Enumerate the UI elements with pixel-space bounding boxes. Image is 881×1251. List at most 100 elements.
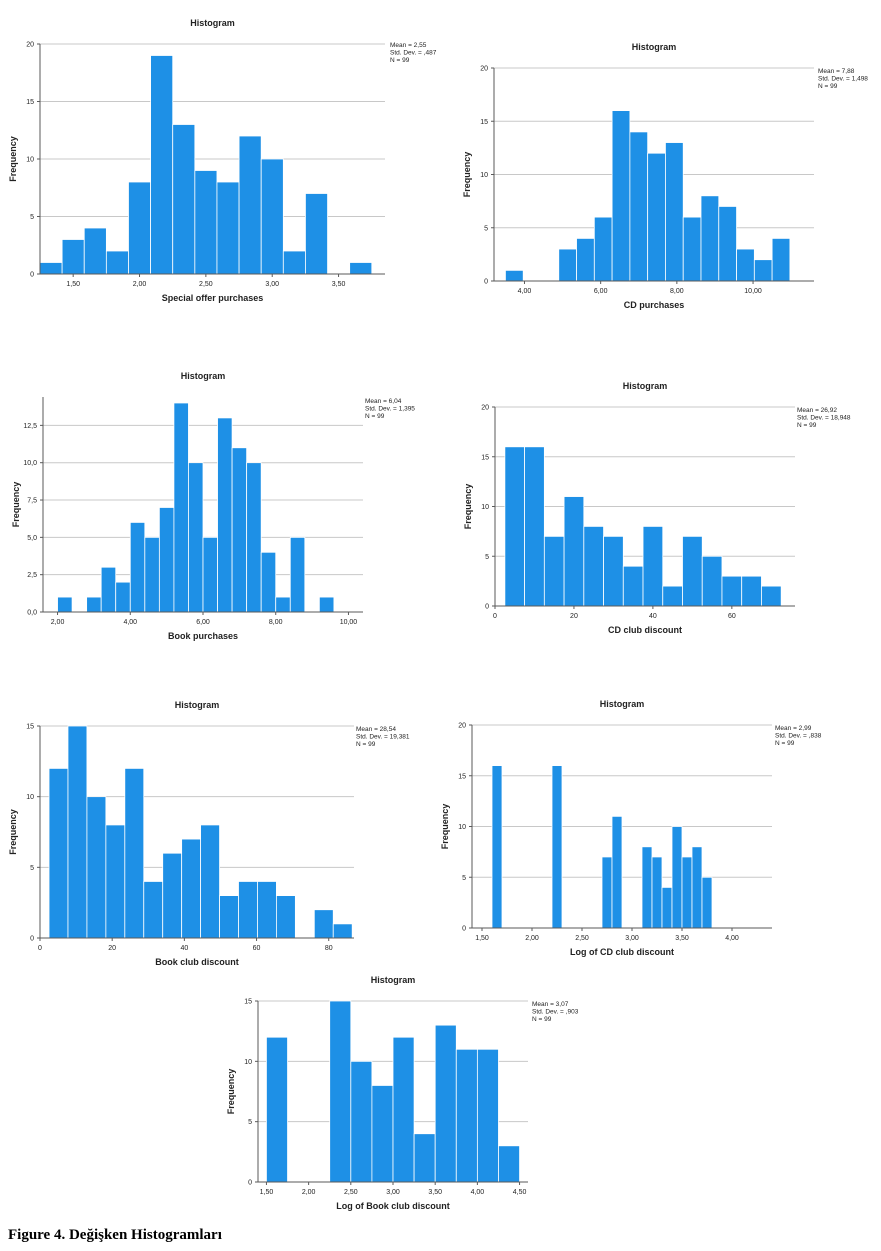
histogram-bar bbox=[736, 248, 755, 282]
histogram-bar bbox=[563, 496, 585, 607]
y-tick-label: 10 bbox=[26, 157, 34, 164]
stats-line: Mean = 28,54 bbox=[356, 726, 396, 733]
x-tick-label: 1,50 bbox=[475, 935, 489, 942]
x-axis-label: CD club discount bbox=[608, 625, 682, 635]
x-tick-label: 4,50 bbox=[513, 1189, 527, 1196]
figure-caption: Figure 4. Değişken Histogramları bbox=[8, 1227, 222, 1243]
histogram-bar bbox=[219, 895, 239, 939]
histogram-bar bbox=[143, 881, 164, 939]
y-tick-label: 20 bbox=[26, 42, 34, 49]
x-axis-label: Special offer purchases bbox=[162, 293, 264, 303]
histogram-bar bbox=[661, 886, 673, 929]
histogram-bar bbox=[543, 535, 565, 607]
histogram-bar bbox=[662, 585, 683, 607]
histogram-bar bbox=[611, 815, 623, 929]
stats-line: Std. Dev. = ,838 bbox=[775, 733, 822, 740]
histogram-bar bbox=[682, 216, 702, 282]
x-tick-label: 20 bbox=[570, 613, 578, 620]
histogram-bar bbox=[718, 206, 737, 282]
stats-line: Mean = 2,55 bbox=[390, 42, 427, 49]
histogram-bar bbox=[593, 216, 613, 282]
x-tick-label: 4,00 bbox=[518, 288, 532, 295]
histogram-bar bbox=[622, 565, 644, 607]
histogram-bar bbox=[144, 536, 160, 613]
histogram-bar bbox=[181, 838, 202, 939]
histogram-bar bbox=[551, 765, 563, 929]
histogram-bar bbox=[665, 142, 684, 282]
x-tick-label: 6,00 bbox=[196, 619, 210, 626]
y-axis-label: Frequency bbox=[8, 809, 18, 855]
y-axis-label: Frequency bbox=[440, 804, 450, 850]
histogram-bar bbox=[371, 1085, 394, 1183]
y-axis-label: Frequency bbox=[462, 152, 472, 198]
histogram-bar bbox=[105, 250, 129, 275]
histogram-bar bbox=[129, 522, 146, 613]
x-axis-label: CD purchases bbox=[624, 300, 685, 310]
stats-line: Std. Dev. = 18,948 bbox=[797, 415, 851, 422]
histogram-bar bbox=[629, 131, 649, 282]
histogram-bar bbox=[172, 124, 196, 275]
x-tick-label: 1,50 bbox=[66, 281, 80, 288]
y-tick-label: 15 bbox=[481, 454, 489, 461]
histogram-bar bbox=[61, 239, 85, 275]
y-axis-label: Frequency bbox=[226, 1069, 236, 1115]
chart-title: Histogram bbox=[175, 700, 220, 710]
y-tick-label: 10 bbox=[244, 1059, 252, 1066]
x-tick-label: 60 bbox=[728, 613, 736, 620]
histogram-bar bbox=[100, 566, 117, 613]
histogram-special-offer-purchases: 0 5 10 15 20 1,50 2,00 2,50 3,00 3,50 Histogram Spe… bbox=[8, 18, 437, 303]
histogram-bar bbox=[642, 525, 664, 607]
histogram-bar bbox=[761, 585, 782, 607]
histogram-bar bbox=[200, 824, 220, 939]
histogram-bar bbox=[576, 237, 595, 282]
y-tick-label: 15 bbox=[458, 773, 466, 780]
y-tick-label: 10 bbox=[26, 794, 34, 801]
histogram-bar bbox=[647, 152, 666, 282]
histogram-bar bbox=[173, 402, 189, 613]
y-tick-label: 0 bbox=[30, 272, 34, 279]
y-tick-label: 0,0 bbox=[27, 610, 37, 617]
y-tick-label: 0 bbox=[485, 604, 489, 611]
stats-line: Mean = 6,04 bbox=[365, 398, 402, 405]
histogram-bar bbox=[282, 250, 306, 275]
y-tick-label: 15 bbox=[480, 119, 488, 126]
y-tick-label: 0 bbox=[248, 1180, 252, 1187]
histogram-bar bbox=[67, 725, 88, 939]
histogram-bar bbox=[313, 909, 334, 939]
y-tick-label: 5 bbox=[30, 214, 34, 221]
histogram-bar bbox=[681, 856, 693, 929]
x-tick-label: 3,00 bbox=[265, 281, 279, 288]
stats-line: Std. Dev. = 1,498 bbox=[818, 76, 868, 83]
chart-title: Histogram bbox=[623, 381, 668, 391]
histogram-bar bbox=[150, 55, 174, 275]
y-tick-label: 5 bbox=[485, 554, 489, 561]
y-tick-label: 0 bbox=[462, 926, 466, 933]
histogram-bar bbox=[413, 1133, 436, 1183]
x-tick-label: 3,50 bbox=[675, 935, 689, 942]
y-tick-label: 10 bbox=[458, 824, 466, 831]
histogram-bar bbox=[641, 846, 653, 929]
x-tick-label: 8,00 bbox=[670, 288, 684, 295]
histogram-bar bbox=[318, 596, 335, 613]
x-tick-label: 80 bbox=[325, 945, 333, 952]
histogram-bar bbox=[158, 507, 175, 613]
x-axis-label: Book purchases bbox=[168, 631, 238, 641]
stats-line: Std. Dev. = 1,395 bbox=[365, 406, 415, 413]
histogram-bar bbox=[524, 446, 545, 607]
histogram-bar bbox=[392, 1036, 415, 1183]
chart-title: Histogram bbox=[190, 18, 235, 28]
histogram-bar bbox=[603, 535, 624, 607]
x-tick-label: 20 bbox=[108, 945, 116, 952]
x-tick-label: 4,00 bbox=[725, 935, 739, 942]
x-tick-label: 10,00 bbox=[744, 288, 762, 295]
stats-line: Mean = 7,88 bbox=[818, 68, 855, 75]
histogram-bar bbox=[115, 581, 131, 613]
y-tick-label: 5,0 bbox=[27, 535, 37, 542]
histogram-bar bbox=[39, 262, 63, 275]
histogram-bar bbox=[701, 555, 723, 607]
histogram-bar bbox=[701, 876, 713, 929]
x-tick-label: 2,00 bbox=[51, 619, 65, 626]
x-tick-label: 3,50 bbox=[332, 281, 346, 288]
histogram-bar bbox=[651, 856, 663, 929]
x-axis-label: Log of CD club discount bbox=[570, 947, 674, 957]
